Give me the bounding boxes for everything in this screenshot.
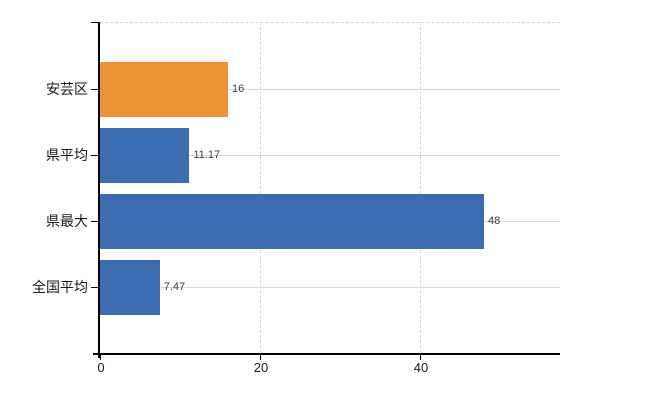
value-label: 16 bbox=[232, 83, 245, 95]
y-axis-tick bbox=[91, 155, 98, 156]
y-axis bbox=[98, 22, 100, 358]
y-axis-tick bbox=[91, 287, 98, 288]
x-axis-tick-label: 40 bbox=[413, 360, 429, 375]
gridline-horizontal bbox=[100, 89, 560, 90]
gridline-horizontal bbox=[100, 155, 560, 156]
value-label: 11.17 bbox=[193, 149, 221, 161]
plot-top-border bbox=[100, 22, 560, 24]
bar bbox=[100, 127, 190, 183]
category-label: 全国平均 bbox=[32, 279, 88, 295]
bar bbox=[100, 193, 484, 249]
value-label: 7.47 bbox=[163, 281, 186, 293]
value-label: 48 bbox=[488, 215, 501, 227]
bar bbox=[100, 61, 228, 117]
x-axis bbox=[93, 353, 560, 355]
x-axis-tick bbox=[260, 354, 261, 360]
y-axis-tick bbox=[91, 221, 98, 222]
y-axis-tick bbox=[91, 22, 98, 23]
gridline-vertical bbox=[420, 22, 421, 353]
x-axis-tick bbox=[100, 354, 101, 360]
x-axis-tick bbox=[420, 354, 421, 360]
x-axis-tick-label: 20 bbox=[253, 360, 269, 375]
category-label: 県最大 bbox=[46, 213, 88, 229]
gridline-vertical bbox=[260, 22, 261, 353]
category-label: 県平均 bbox=[46, 147, 88, 163]
bar bbox=[100, 259, 160, 315]
category-label: 安芸区 bbox=[46, 81, 88, 97]
x-axis-tick-label: 0 bbox=[97, 360, 105, 375]
y-axis-tick bbox=[91, 89, 98, 90]
gridline-horizontal bbox=[100, 287, 560, 288]
